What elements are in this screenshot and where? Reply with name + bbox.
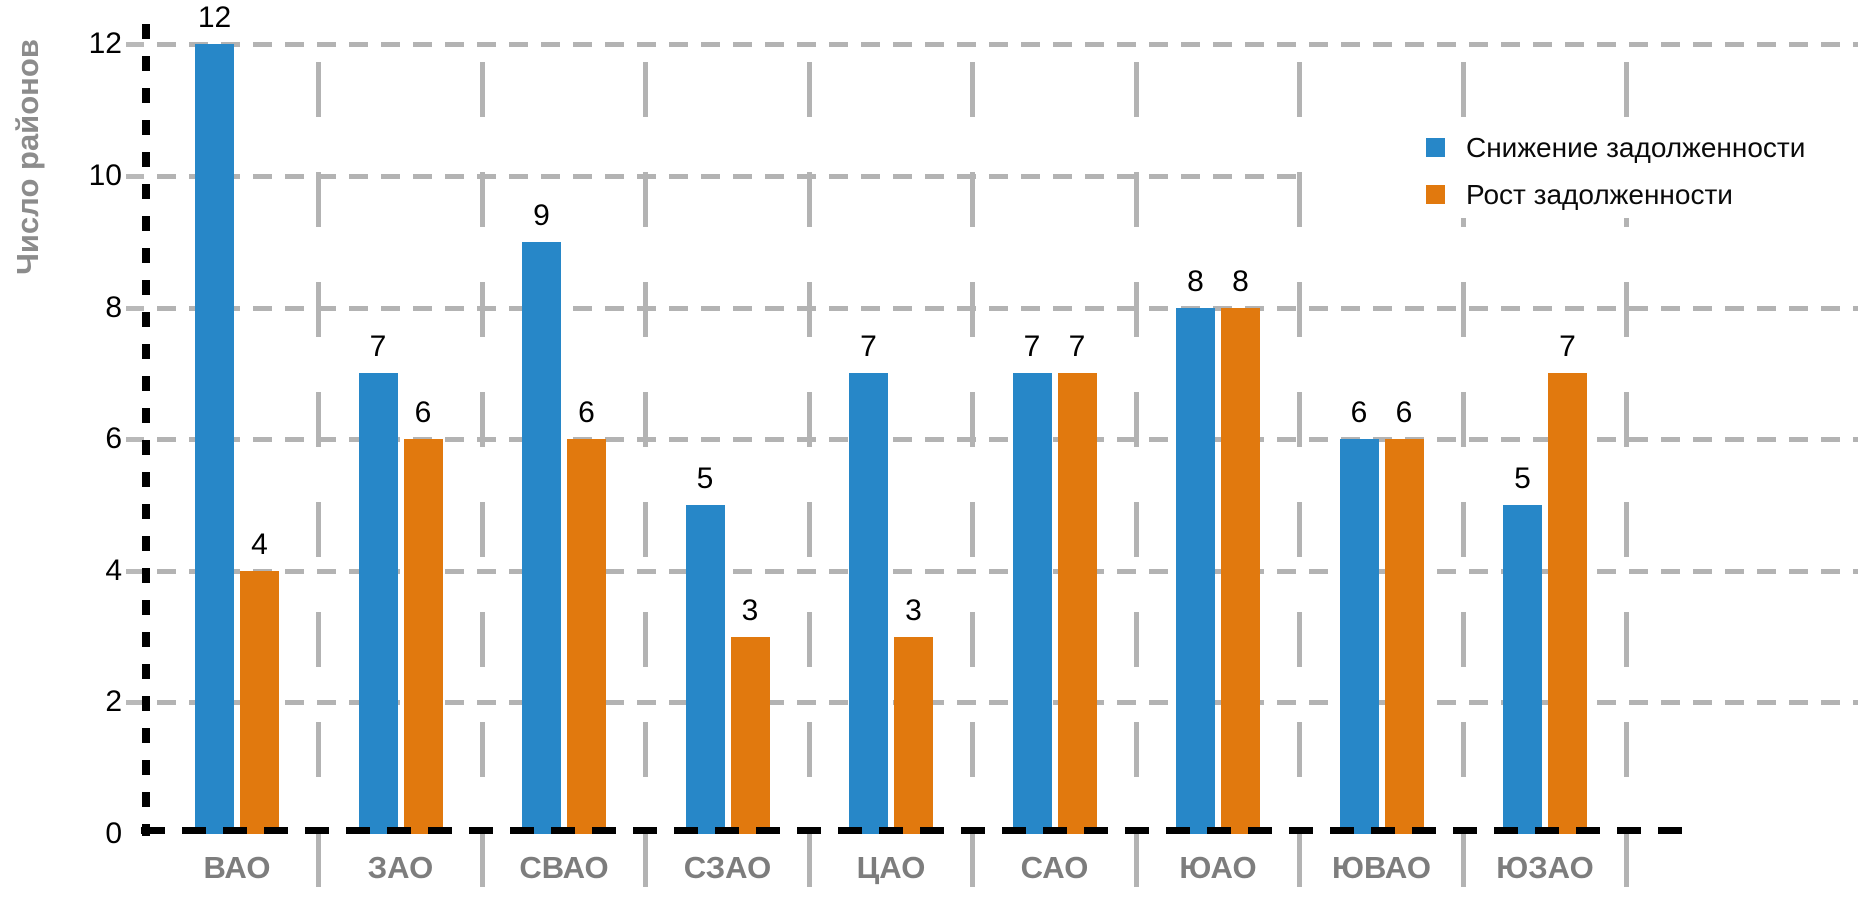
category-separator bbox=[1460, 62, 1466, 907]
category-label: ЮВАО bbox=[1332, 850, 1431, 885]
gridline bbox=[157, 700, 1858, 706]
y-tick-label: 8 bbox=[105, 290, 122, 324]
category-label: ЮЗАО bbox=[1496, 850, 1594, 885]
legend-item-increase: Рост задолженности bbox=[1426, 171, 1872, 218]
category-label: СВАО bbox=[519, 850, 609, 885]
category-separator bbox=[1624, 62, 1630, 907]
bar-value-label: 6 bbox=[578, 396, 595, 430]
bar bbox=[1057, 373, 1097, 834]
legend-swatch-increase bbox=[1426, 185, 1445, 204]
bar-value-label: 3 bbox=[741, 593, 759, 627]
y-tick-label: 12 bbox=[88, 27, 122, 61]
bar-value-label: 7 bbox=[860, 330, 877, 364]
bar-value-label: 6 bbox=[1395, 396, 1413, 430]
y-tick-label: 10 bbox=[88, 159, 122, 192]
category-label: СЗАО bbox=[683, 850, 772, 885]
gridline bbox=[157, 174, 1858, 179]
bar bbox=[240, 570, 279, 834]
bar-value-label: 8 bbox=[1187, 264, 1204, 298]
y-tick bbox=[126, 437, 144, 443]
y-tick-label: 2 bbox=[105, 685, 122, 719]
gridline bbox=[157, 305, 1858, 311]
legend-swatch-decrease bbox=[1426, 138, 1445, 157]
bar-value-label: 6 bbox=[414, 396, 432, 430]
gridline bbox=[157, 437, 1858, 443]
bar bbox=[1012, 373, 1052, 834]
y-tick bbox=[126, 305, 144, 311]
bar-value-label: 7 bbox=[369, 330, 387, 364]
category-label: ВАО bbox=[203, 850, 271, 885]
category-separator bbox=[1133, 62, 1139, 907]
bar bbox=[1339, 439, 1379, 834]
y-tick-label: 6 bbox=[105, 422, 122, 456]
gridline bbox=[157, 42, 1858, 48]
bar bbox=[1503, 505, 1542, 834]
y-tick-label: 4 bbox=[105, 553, 122, 587]
category-label: ЮАО bbox=[1179, 850, 1257, 885]
bar bbox=[730, 636, 770, 834]
bar bbox=[522, 241, 561, 834]
legend-item-decrease: Снижение задолженности bbox=[1426, 124, 1872, 171]
bar-value-label: 4 bbox=[251, 527, 268, 561]
bar-value-label: 7 bbox=[1023, 330, 1041, 364]
category-separator bbox=[643, 62, 649, 907]
bar-value-label: 3 bbox=[905, 593, 922, 627]
bar-value-label: 7 bbox=[1068, 330, 1086, 364]
x-axis-line bbox=[141, 827, 1690, 834]
gridline bbox=[157, 568, 1858, 574]
category-label: САО bbox=[1020, 850, 1089, 885]
category-separator bbox=[1297, 62, 1303, 907]
y-tick bbox=[126, 700, 144, 706]
bar-value-label: 12 bbox=[197, 1, 232, 35]
category-separator bbox=[316, 62, 322, 907]
bar-value-label: 5 bbox=[696, 462, 714, 495]
bar-value-label: 7 bbox=[1559, 330, 1576, 364]
bar bbox=[894, 636, 933, 834]
y-axis-line bbox=[142, 24, 150, 836]
y-tick-label: 0 bbox=[105, 817, 122, 850]
bar-value-label: 9 bbox=[533, 198, 550, 232]
bar bbox=[1221, 307, 1260, 834]
legend: Снижение задолженности Рост задолженност… bbox=[1308, 120, 1872, 218]
bar bbox=[1176, 307, 1215, 834]
bar bbox=[1384, 439, 1424, 834]
bar-value-label: 5 bbox=[1514, 462, 1531, 495]
y-tick bbox=[126, 174, 144, 179]
bar bbox=[403, 439, 443, 834]
bar bbox=[849, 373, 888, 834]
legend-label-increase: Рост задолженности bbox=[1466, 178, 1733, 210]
category-separator bbox=[970, 62, 976, 907]
bar-value-label: 8 bbox=[1232, 264, 1249, 298]
legend-label-decrease: Снижение задолженности bbox=[1466, 131, 1806, 163]
category-separator bbox=[806, 62, 812, 907]
y-tick bbox=[126, 42, 144, 48]
bar bbox=[1548, 373, 1587, 834]
category-label: ЗАО bbox=[367, 850, 434, 885]
category-label: ЦАО bbox=[856, 850, 926, 885]
bar-value-label: 6 bbox=[1350, 396, 1368, 430]
bar bbox=[567, 439, 606, 834]
bar bbox=[195, 44, 234, 834]
bar bbox=[358, 373, 398, 834]
category-separator bbox=[479, 62, 485, 907]
y-tick bbox=[126, 568, 144, 574]
bar bbox=[685, 505, 725, 834]
